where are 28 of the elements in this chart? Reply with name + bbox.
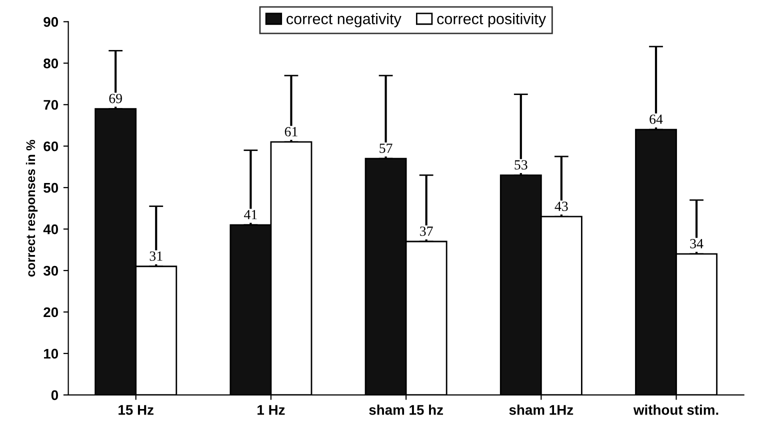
y-tick-label: 80 [44,58,58,68]
y-axis-title: correct responses in % [26,140,38,277]
data-label: 31 [150,251,162,261]
y-tick-label: 0 [51,390,58,400]
data-label: 53 [514,160,528,170]
data-label: 37 [420,226,433,236]
data-label: 41 [244,210,257,220]
y-tick-label: 10 [44,348,58,359]
data-label: 34 [690,239,704,248]
data-label: 43 [554,202,568,212]
y-tick-label: 40 [43,224,58,234]
data-label: 57 [380,144,392,153]
x-tick-label: 1 Hz [258,405,285,415]
x-tick-label: 15 Hz [118,405,154,415]
y-tick-label: 50 [44,182,58,193]
data-label: 64 [650,114,663,124]
y-tick-label: 30 [43,266,58,276]
y-tick-label: 70 [44,100,58,110]
data-label: 69 [109,94,122,104]
x-tick-label: without stim. [633,404,718,415]
y-tick-label: 90 [44,17,58,27]
legend-label: correct positivity [437,13,546,28]
y-tick-label: 60 [44,141,58,152]
legend-label: correct negativity [286,13,402,28]
data-label: 61 [284,127,298,136]
x-tick-label: sham 1Hz [509,404,574,415]
y-tick-label: 20 [44,307,58,318]
x-tick-label: sham 15 hz [369,404,444,415]
